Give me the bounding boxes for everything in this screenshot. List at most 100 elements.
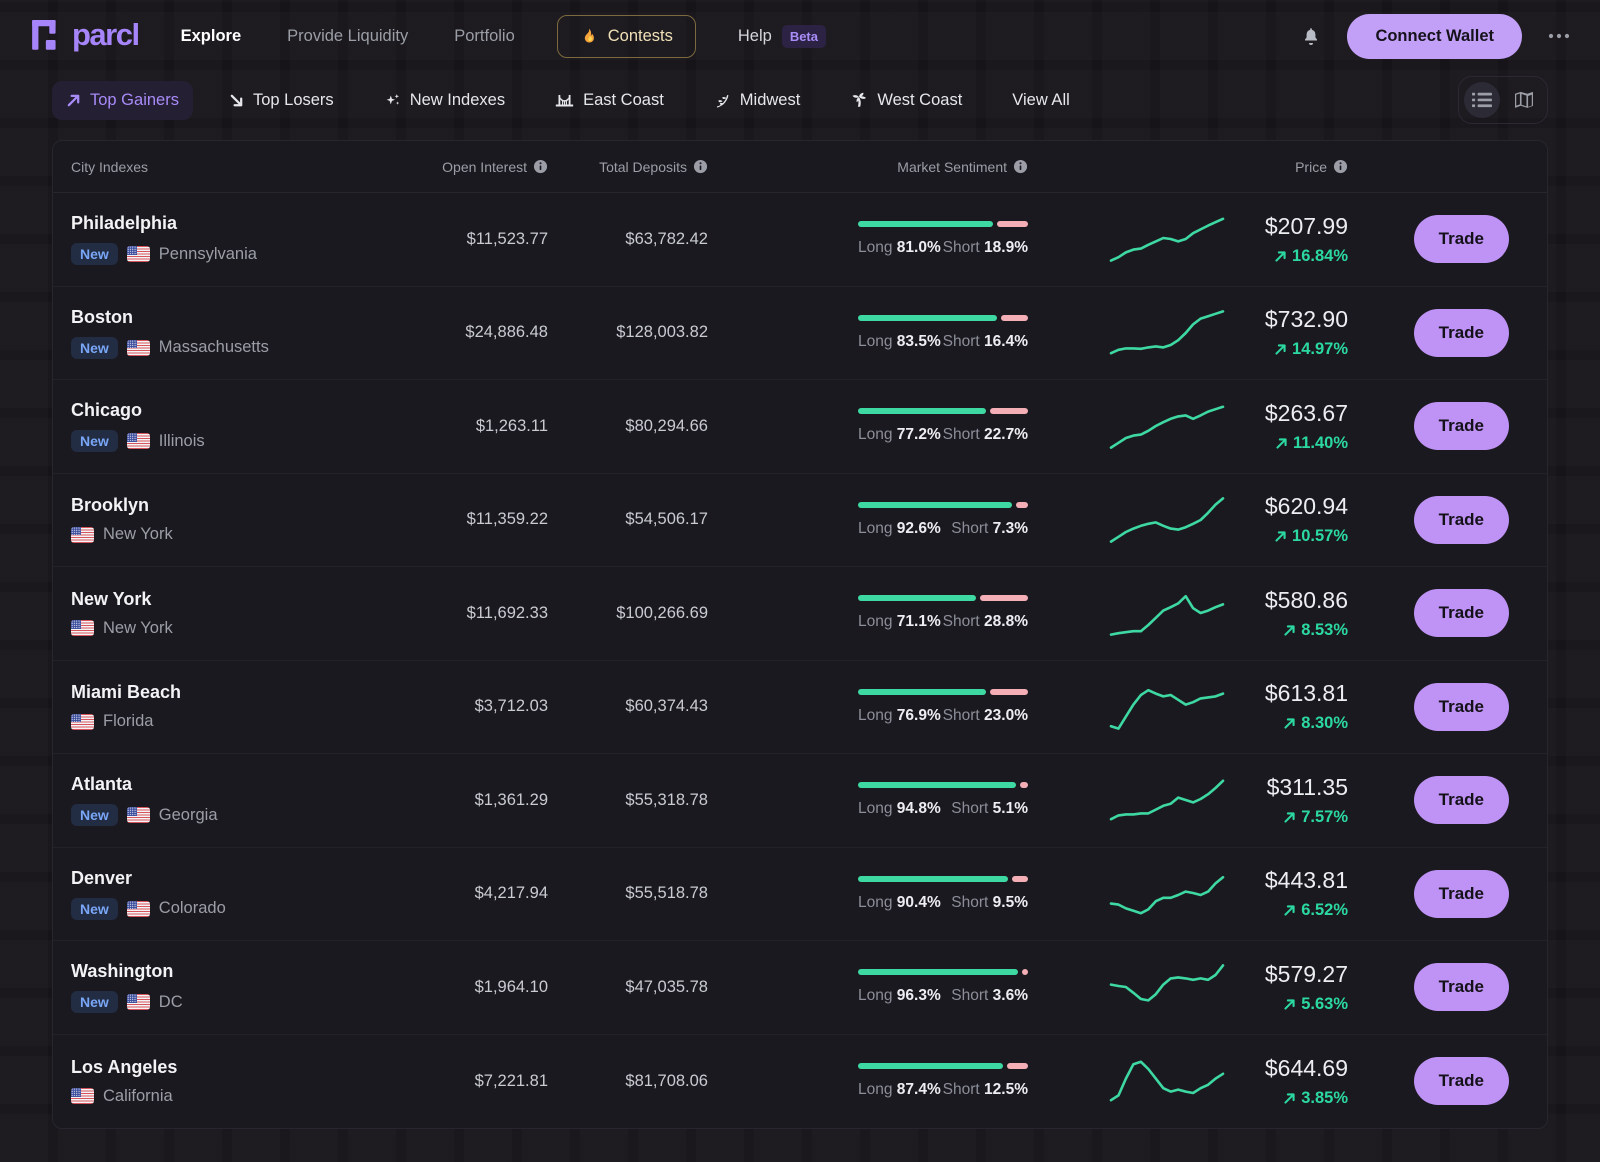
city-name: New York [71, 588, 152, 609]
total-deposits-value: $55,518.78 [625, 884, 708, 903]
short-bar [990, 408, 1028, 415]
long-bar [858, 595, 977, 602]
help-link[interactable]: Help [737, 26, 772, 45]
market-sentiment: Long 87.4% Short 12.5% [858, 1063, 1028, 1099]
price-value: $732.90 [1264, 306, 1348, 333]
sentiment-bar [858, 875, 1028, 882]
tab-east-coast[interactable]: East Coast [541, 81, 678, 120]
sentiment-bar [858, 595, 1028, 602]
sentiment-bar [858, 314, 1028, 321]
market-sentiment: Long 90.4% Short 9.5% [858, 875, 1028, 912]
trade-button[interactable]: Trade [1413, 776, 1509, 825]
price-sparkline [1108, 492, 1226, 548]
notifications-bell-icon[interactable] [1301, 26, 1321, 47]
trade-button[interactable]: Trade [1413, 1057, 1509, 1106]
market-sentiment: Long 92.6% Short 7.3% [858, 501, 1028, 538]
city-name: Denver [71, 867, 133, 888]
parcl-logo[interactable]: parcl [30, 19, 140, 54]
table-row[interactable]: Denver New Colorado $4,217.94 $55,518.78… [53, 848, 1547, 941]
state-name: New York [103, 525, 173, 544]
table-row[interactable]: Miami Beach New Florida $3,712.03 $60,37… [53, 661, 1547, 754]
long-percent: 87.4% [896, 1081, 941, 1099]
total-deposits-value: $100,266.69 [616, 603, 708, 622]
list-view-button[interactable] [1464, 82, 1500, 118]
state-name: Florida [103, 712, 154, 731]
price-sparkline [1108, 679, 1226, 735]
trade-button[interactable]: Trade [1413, 869, 1509, 918]
info-icon[interactable] [693, 159, 708, 174]
table-row[interactable]: Atlanta New Georgia $1,361.29 $55,318.78… [53, 754, 1547, 848]
long-bar [858, 688, 986, 695]
nav-item-explore[interactable]: Explore [180, 26, 242, 45]
table-row[interactable]: Washington New DC $1,964.10 $47,035.78 L… [53, 941, 1547, 1035]
nav-item-provide-liquidity[interactable]: Provide Liquidity [287, 26, 409, 45]
map-view-button[interactable] [1506, 82, 1542, 118]
arrow-up-right-icon [1274, 530, 1287, 543]
trade-button[interactable]: Trade [1413, 963, 1509, 1012]
price-change: 7.57% [1238, 808, 1348, 827]
trade-button[interactable]: Trade [1413, 495, 1509, 544]
market-sentiment: Long 71.1% Short 28.8% [858, 595, 1028, 631]
trend-up-icon [66, 93, 81, 108]
table-row[interactable]: Philadelphia New Pennsylvania $11,523.77… [53, 193, 1547, 287]
table-row[interactable]: Chicago New Illinois $1,263.11 $80,294.6… [53, 380, 1547, 474]
city-indexes-table: City Indexes Open Interest Total Deposit… [52, 140, 1548, 1129]
tab-midwest[interactable]: Midwest [700, 81, 815, 120]
price-sparkline [1108, 585, 1226, 641]
trade-button[interactable]: Trade [1413, 589, 1509, 638]
info-icon[interactable] [1333, 159, 1348, 174]
price-sparkline [1108, 1053, 1226, 1109]
arrow-up-right-icon [1283, 811, 1296, 824]
long-bar [858, 501, 1012, 508]
tab-top-gainers[interactable]: Top Gainers [52, 80, 193, 120]
total-deposits-value: $47,035.78 [625, 977, 708, 996]
trade-button[interactable]: Trade [1413, 402, 1509, 451]
arrow-up-right-icon [1283, 624, 1296, 637]
contests-button[interactable]: Contests [556, 14, 696, 58]
long-percent: 71.1% [896, 613, 941, 631]
table-header-row: City Indexes Open Interest Total Deposit… [53, 141, 1547, 193]
tab-top-losers[interactable]: Top Losers [215, 81, 348, 120]
info-icon[interactable] [1013, 159, 1028, 174]
state-name: California [103, 1086, 173, 1105]
trade-button[interactable]: Trade [1413, 308, 1509, 357]
primary-nav: Explore Provide Liquidity Portfolio [181, 27, 515, 46]
beta-badge: Beta [781, 24, 826, 48]
total-deposits-value: $63,782.42 [625, 229, 708, 248]
connect-wallet-button[interactable]: Connect Wallet [1347, 13, 1522, 59]
trade-button[interactable]: Trade [1413, 682, 1509, 731]
total-deposits-value: $81,708.06 [625, 1071, 708, 1090]
wheat-icon [714, 92, 731, 109]
market-sentiment: Long 76.9% Short 23.0% [858, 688, 1028, 725]
info-icon[interactable] [533, 159, 548, 174]
header-market-sentiment: Market Sentiment [708, 159, 1028, 175]
tab-view-all[interactable]: View All [1012, 90, 1070, 109]
open-interest-value: $1,964.10 [474, 977, 548, 996]
table-row[interactable]: Los Angeles New California $7,221.81 $81… [53, 1035, 1547, 1129]
market-sentiment: Long 94.8% Short 5.1% [858, 782, 1028, 818]
table-row[interactable]: Boston New Massachusetts $24,886.48 $128… [53, 287, 1547, 380]
table-row[interactable]: Brooklyn New New York $11,359.22 $54,506… [53, 474, 1547, 567]
tab-new-indexes[interactable]: New Indexes [370, 81, 519, 120]
total-deposits-value: $54,506.17 [625, 510, 708, 529]
price-value: $613.81 [1264, 680, 1348, 707]
long-percent: 77.2% [896, 426, 941, 444]
price-sparkline [1108, 959, 1226, 1015]
arrow-up-right-icon [1283, 1092, 1296, 1105]
long-percent: 96.3% [896, 987, 941, 1005]
more-menu-icon[interactable] [1548, 33, 1570, 39]
table-row[interactable]: New York New New York $11,692.33 $100,26… [53, 567, 1547, 661]
us-flag-icon [126, 900, 150, 917]
nav-item-portfolio[interactable]: Portfolio [454, 26, 515, 45]
tab-west-coast[interactable]: West Coast [836, 81, 976, 120]
trade-button[interactable]: Trade [1413, 215, 1509, 264]
sentiment-bar [858, 1063, 1028, 1070]
price-value: $644.69 [1264, 1054, 1348, 1081]
sparkles-icon [384, 92, 401, 109]
open-interest-value: $1,361.29 [474, 790, 548, 809]
price-sparkline [1108, 305, 1226, 361]
state-name: Illinois [158, 431, 205, 450]
market-sentiment: Long 83.5% Short 16.4% [858, 314, 1028, 351]
arrow-up-right-icon [1274, 343, 1287, 356]
us-flag-icon [126, 246, 150, 263]
